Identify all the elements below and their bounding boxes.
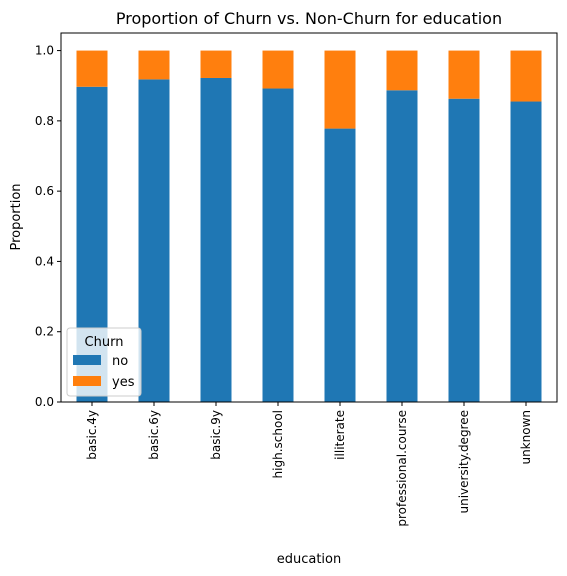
y-axis-label: Proportion	[9, 183, 24, 250]
y-tick-label: 0.2	[35, 325, 54, 339]
y-tick-label: 1.0	[35, 44, 54, 58]
y-tick-label: 0.4	[35, 254, 54, 268]
x-tick-label: basic.4y	[85, 410, 99, 460]
x-axis-label: education	[277, 552, 342, 567]
bar-yes-illiterate	[324, 50, 356, 129]
bars-layer	[76, 50, 542, 403]
y-tick-label: 0.0	[35, 395, 54, 409]
x-tick-label: university.degree	[457, 410, 471, 514]
y-tick-label: 0.6	[35, 184, 54, 198]
y-axis: 0.0 0.2 0.4 0.6 0.8 1.0	[35, 44, 61, 409]
x-tick-label: professional.course	[395, 410, 409, 527]
bar-no-illiterate	[324, 128, 356, 403]
bar-no-basic.6y	[138, 79, 170, 402]
legend-label-no: no	[112, 354, 128, 369]
x-tick-label: basic.6y	[147, 410, 161, 460]
bar-no-high.school	[262, 88, 294, 403]
bar-yes-university.degree	[448, 50, 480, 99]
legend-label-yes: yes	[112, 375, 135, 390]
x-tick-label: high.school	[271, 410, 285, 478]
bar-yes-high.school	[262, 50, 294, 89]
bar-no-university.degree	[448, 98, 480, 403]
x-tick-label: unknown	[519, 410, 533, 465]
chart-title: Proportion of Churn vs. Non-Churn for ed…	[116, 9, 502, 28]
legend: Churn no yes	[66, 327, 142, 397]
y-tick-label: 0.8	[35, 114, 54, 128]
bar-no-basic.9y	[200, 77, 232, 403]
bar-yes-basic.6y	[138, 50, 170, 80]
bar-yes-basic.9y	[200, 50, 232, 78]
bar-yes-basic.4y	[76, 50, 108, 87]
legend-swatch-no	[73, 355, 101, 365]
legend-swatch-yes	[73, 376, 101, 386]
x-tick-label: illiterate	[333, 410, 347, 460]
bar-no-unknown	[510, 101, 542, 403]
bar-yes-unknown	[510, 50, 542, 102]
bar-no-professional.course	[386, 90, 418, 402]
plot-frame	[60, 32, 558, 403]
x-tick-label: basic.9y	[209, 410, 223, 460]
legend-title: Churn	[85, 335, 124, 350]
x-axis: basic.4y basic.6y basic.9y high.school illit…	[85, 402, 533, 527]
bar-yes-professional.course	[386, 50, 418, 91]
